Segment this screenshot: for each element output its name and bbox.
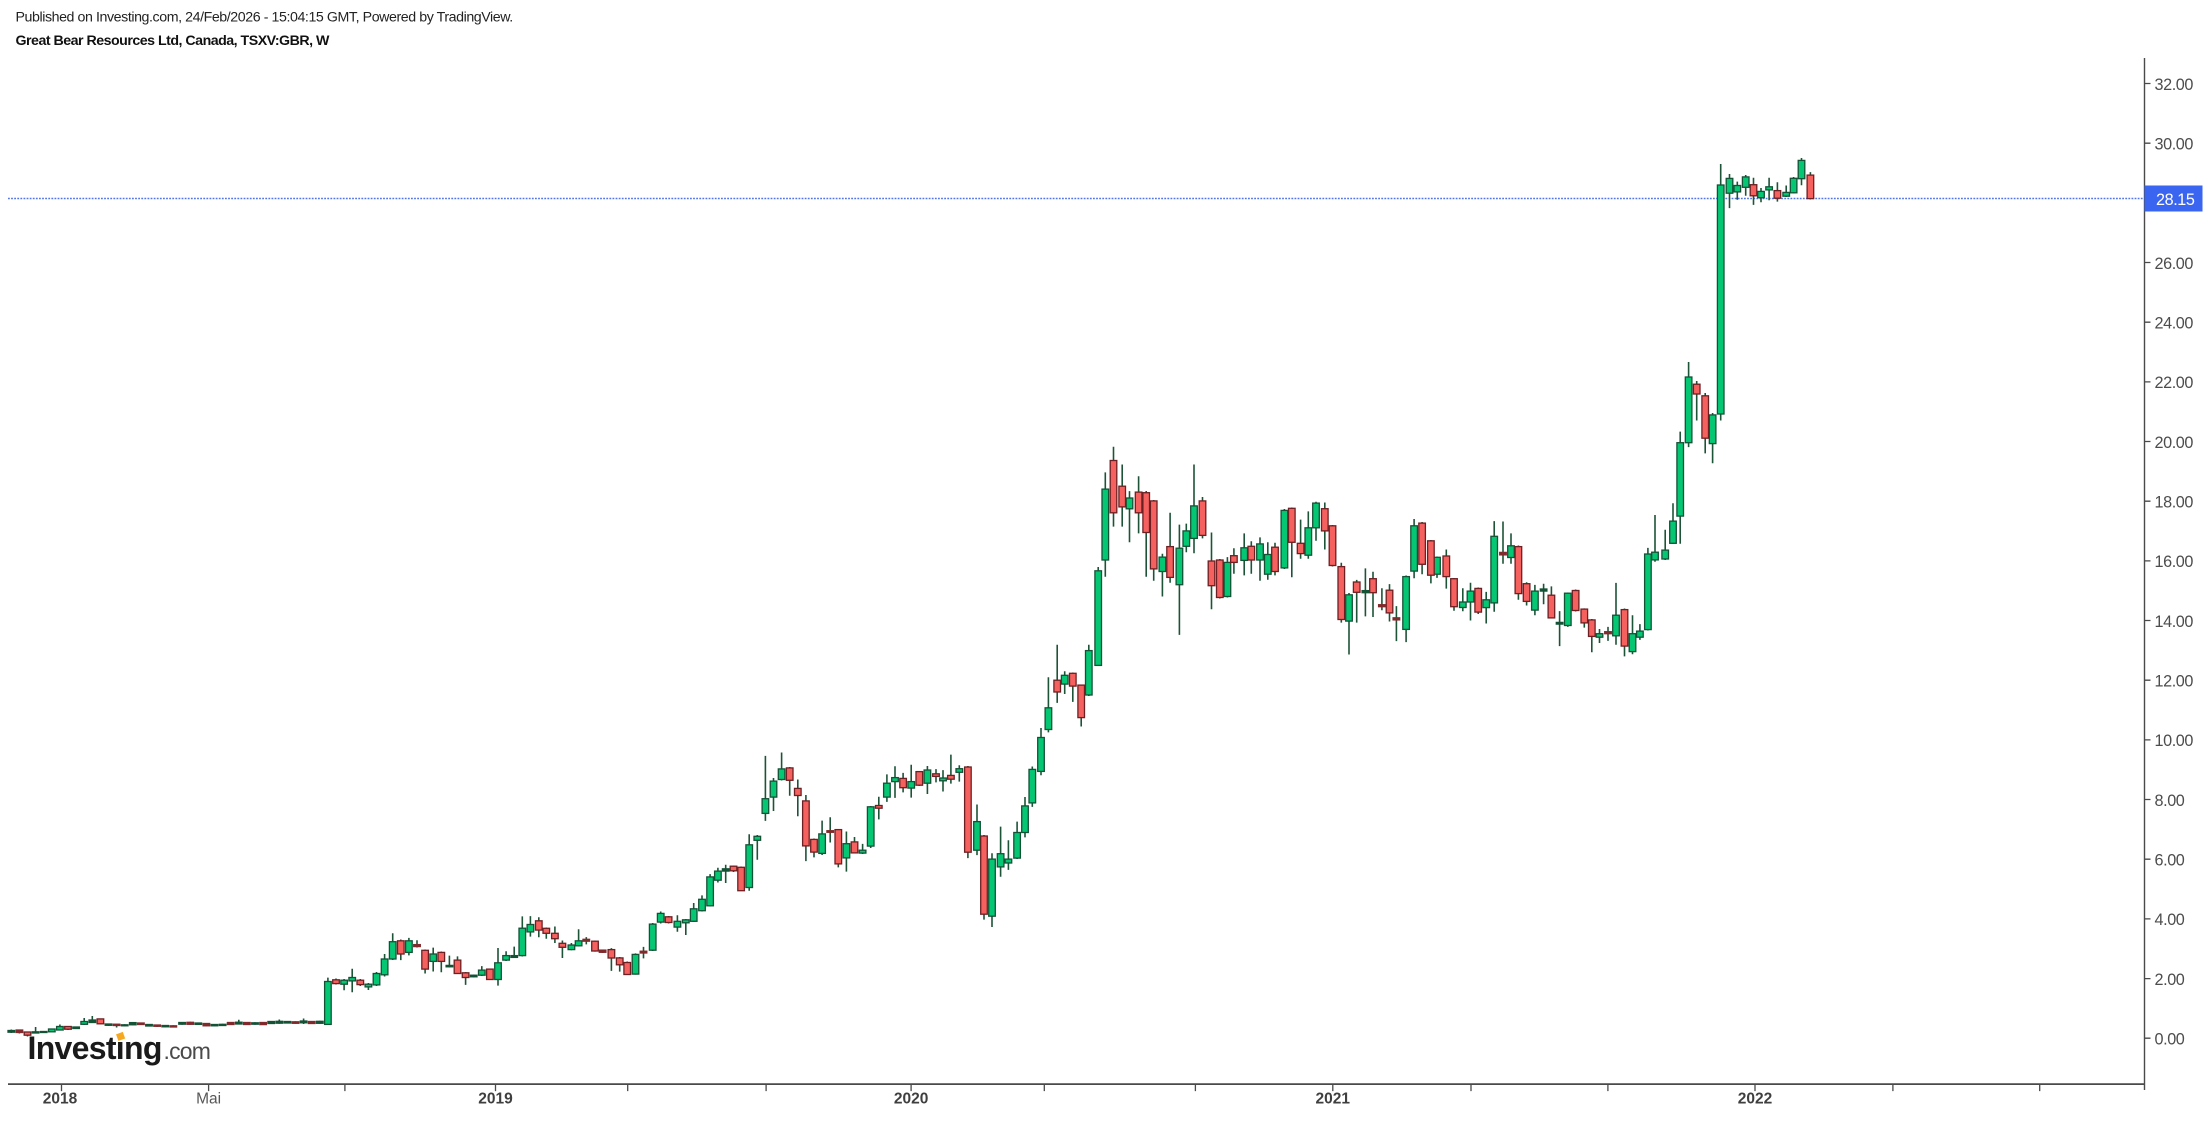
svg-text:16.00: 16.00 [2155,553,2194,571]
svg-text:6.00: 6.00 [2155,852,2185,870]
svg-text:2022: 2022 [1738,1091,1772,1108]
svg-text:Mai: Mai [196,1091,221,1108]
svg-text:20.00: 20.00 [2155,434,2194,452]
svg-text:0.00: 0.00 [2155,1031,2185,1049]
svg-text:26.00: 26.00 [2155,255,2194,273]
svg-text:2.00: 2.00 [2155,971,2185,989]
svg-text:8.00: 8.00 [2155,792,2185,810]
svg-text:28.15: 28.15 [2156,191,2195,209]
svg-text:10.00: 10.00 [2155,732,2194,750]
svg-text:Investıng: Investıng [28,1030,162,1066]
svg-text:2019: 2019 [478,1091,513,1108]
svg-text:2018: 2018 [43,1091,78,1108]
svg-text:Great Bear Resources Ltd, Cana: Great Bear Resources Ltd, Canada, TSXV:G… [16,33,330,49]
svg-text:.com: .com [164,1038,211,1064]
svg-text:24.00: 24.00 [2155,315,2194,333]
svg-text:30.00: 30.00 [2155,136,2194,154]
svg-text:18.00: 18.00 [2155,494,2194,512]
svg-text:12.00: 12.00 [2155,673,2194,691]
svg-text:4.00: 4.00 [2155,911,2185,929]
svg-text:2020: 2020 [894,1091,928,1108]
svg-text:14.00: 14.00 [2155,613,2194,631]
svg-text:22.00: 22.00 [2155,374,2194,392]
svg-text:32.00: 32.00 [2155,76,2194,94]
svg-text:2021: 2021 [1316,1091,1351,1108]
svg-text:Published on Investing.com, 24: Published on Investing.com, 24/Feb/2026 … [16,10,513,26]
